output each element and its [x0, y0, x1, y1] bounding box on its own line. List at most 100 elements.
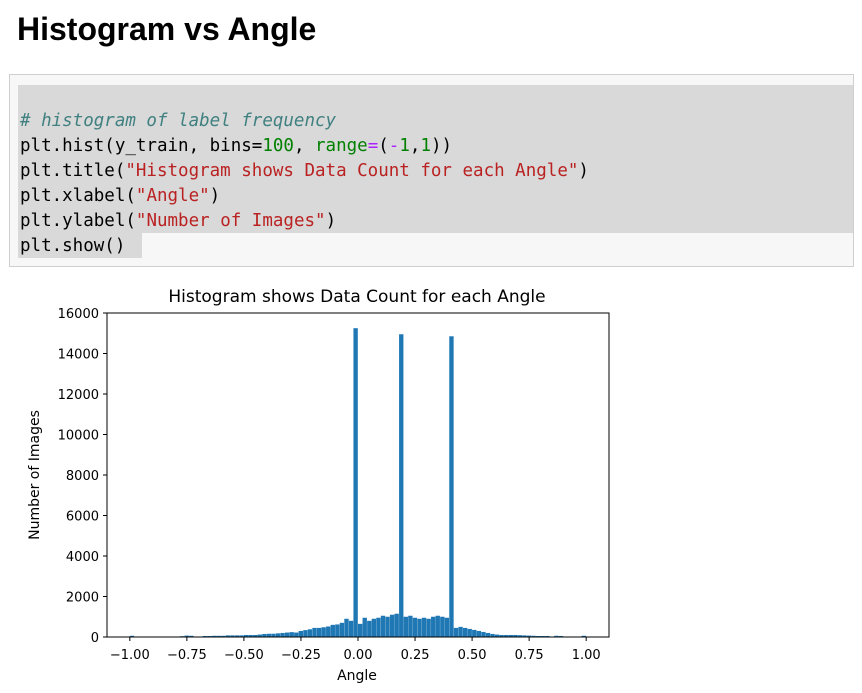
histogram-bar [545, 635, 550, 637]
x-tick-label: −0.75 [167, 648, 207, 663]
histogram-bar [431, 616, 436, 637]
histogram-bar [408, 615, 413, 637]
histogram-bar [449, 336, 454, 637]
x-tick-label: 0.75 [515, 648, 544, 663]
code-operator: = [367, 136, 379, 156]
x-tick-label: −0.50 [224, 648, 264, 663]
histogram-bar [307, 629, 313, 637]
code-keyword-arg: range [315, 136, 368, 156]
histogram-bar [358, 623, 363, 637]
code-line-show: plt.show() [20, 234, 125, 259]
histogram-bar [385, 616, 390, 637]
histogram-bar [335, 624, 340, 637]
histogram-bar [490, 633, 495, 637]
histogram-bar [558, 635, 564, 637]
histogram-bar [472, 629, 477, 637]
histogram-bar [189, 635, 194, 637]
code-line-comment: # histogram of label frequency [20, 109, 336, 134]
code-cell[interactable]: # histogram of label frequency plt.hist(… [9, 74, 854, 267]
x-tick-label: 0.50 [458, 648, 487, 663]
histogram-bar [298, 630, 304, 637]
histogram-bar [412, 617, 418, 637]
code-token: , [293, 136, 316, 156]
histogram-bar [426, 618, 431, 637]
y-axis-label: Number of Images [27, 410, 43, 540]
histogram-bar [531, 635, 536, 637]
code-line-title: plt.title("Histogram shows Data Count fo… [20, 159, 589, 184]
x-tick-label: 1.00 [572, 648, 601, 663]
y-tick-label: 12000 [58, 388, 99, 403]
y-tick-label: 6000 [66, 510, 99, 525]
histogram-bar [535, 635, 541, 637]
histogram-chart: Histogram shows Data Count for each Angl… [27, 287, 610, 684]
histogram-bar [554, 635, 559, 637]
histogram-bar [485, 632, 491, 637]
code-number: 1 [420, 136, 431, 156]
x-axis-ticks: −1.00 −0.75 −0.50 −0.25 0.00 0.25 0.50 0.75 1.00 [110, 637, 601, 663]
histogram-bar [504, 634, 509, 637]
histogram-bar [129, 635, 135, 637]
histogram-bar [262, 633, 267, 637]
histogram-bar [303, 630, 308, 637]
histogram-bar [462, 627, 468, 637]
code-selection-highlight-last-line [18, 233, 142, 258]
code-string: "Histogram shows Data Count for each Ang… [125, 161, 579, 181]
histogram-bar [280, 632, 285, 637]
histogram-bar [389, 614, 395, 637]
histogram-bar [508, 634, 513, 637]
histogram-bar [353, 328, 358, 637]
histogram-bar [399, 334, 404, 637]
histogram-bar [362, 617, 367, 637]
y-tick-label: 0 [91, 631, 99, 646]
code-line-ylabel: plt.ylabel("Number of Images") [20, 209, 336, 234]
histogram-bar [266, 633, 272, 637]
histogram-bar [403, 616, 408, 637]
code-line-hist: plt.hist(y_train, bins=100, range=(-1,1)… [20, 134, 452, 159]
histogram-bar [330, 624, 335, 637]
histogram-bar [380, 615, 386, 637]
code-token: ) [325, 211, 337, 231]
code-token: ( [378, 136, 389, 156]
histogram-bar [243, 634, 249, 637]
histogram-bar [458, 626, 463, 638]
code-number: 100 [262, 136, 294, 156]
histogram-bar [421, 617, 427, 637]
histogram-bar [367, 620, 372, 637]
histogram-bar [275, 633, 281, 637]
code-comment: # histogram of label frequency [20, 111, 337, 131]
x-tick-label: 0.25 [401, 648, 430, 663]
histogram-bar [494, 634, 500, 637]
histogram-bar [440, 616, 445, 637]
histogram-bar [417, 618, 422, 637]
histogram-bar [321, 627, 326, 637]
histogram-bar [289, 632, 294, 637]
histogram-bar [467, 628, 472, 637]
histogram-bar [376, 617, 381, 637]
histogram-bar [316, 627, 322, 637]
histogram-bar [348, 620, 354, 637]
histogram-bar [540, 635, 545, 637]
y-tick-label: 14000 [58, 348, 99, 363]
x-tick-label: 0.00 [344, 648, 373, 663]
histogram-bar [581, 635, 586, 637]
histogram-bar [202, 635, 208, 637]
histogram-bar [253, 634, 258, 637]
histogram-bar [339, 622, 345, 637]
histogram-bar [211, 635, 217, 637]
histogram-bar [326, 626, 331, 637]
histogram-bar [453, 627, 459, 637]
histogram-bar [522, 635, 527, 637]
histogram-bar [248, 634, 253, 637]
y-tick-label: 10000 [58, 429, 99, 444]
histogram-bar [284, 632, 290, 637]
histogram-bar [216, 635, 221, 637]
code-token: )) [430, 136, 453, 156]
histogram-bar [221, 635, 226, 637]
histogram-bar [184, 635, 189, 637]
code-token: ) [209, 186, 221, 206]
code-string: "Number of Images" [135, 211, 326, 231]
code-selection-highlight [18, 85, 853, 233]
code-token: plt.show() [20, 236, 126, 256]
y-tick-label: 2000 [66, 591, 99, 606]
y-axis-ticks: 0 2000 4000 6000 8000 10000 12000 14000 16000 [58, 307, 107, 646]
